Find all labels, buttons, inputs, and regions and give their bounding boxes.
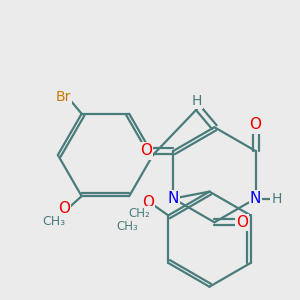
- Text: CH₂: CH₂: [129, 207, 151, 220]
- Text: H: H: [271, 191, 282, 206]
- Text: CH₃: CH₃: [43, 214, 66, 228]
- Text: O: O: [58, 201, 70, 216]
- Text: O: O: [250, 117, 262, 132]
- Text: H: H: [192, 94, 202, 108]
- Text: CH₃: CH₃: [116, 220, 138, 233]
- Text: Br: Br: [55, 90, 70, 104]
- Text: O: O: [140, 143, 152, 158]
- Text: O: O: [142, 195, 154, 210]
- Text: O: O: [236, 215, 248, 230]
- Text: N: N: [250, 191, 261, 206]
- Text: N: N: [167, 191, 179, 206]
